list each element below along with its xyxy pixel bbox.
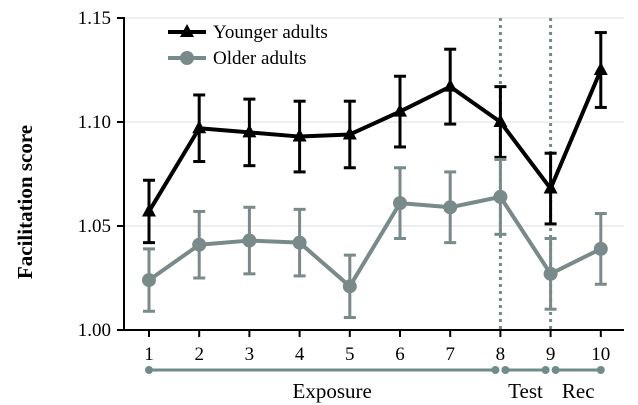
- data-point: [443, 200, 458, 215]
- series: [142, 31, 608, 320]
- data-point: [142, 273, 156, 288]
- series-line: [147, 194, 602, 289]
- axes: 1.00 1.05 1.10 1.15 1 2 3 4 5 6 7 8 9 10: [78, 8, 624, 365]
- data-point: [593, 241, 608, 256]
- x-tick-label: 7: [445, 344, 455, 365]
- data-point: [543, 266, 558, 281]
- x-tick-label: 4: [295, 344, 305, 365]
- data-point: [242, 124, 257, 138]
- data-point: [192, 237, 207, 252]
- phase-endpoint: [541, 366, 550, 374]
- phase-endpoint: [501, 366, 510, 374]
- y-tick-label: 1.15: [78, 8, 111, 29]
- phase-test: Test: [501, 366, 550, 403]
- phase-dividers: [498, 18, 553, 330]
- data-point: [192, 120, 207, 134]
- phase-annotations: Exposure Test Rec: [145, 366, 605, 403]
- y-tick-label: 1.10: [78, 112, 111, 133]
- phase-rec: Rec: [551, 366, 605, 403]
- phase-label: Test: [508, 379, 543, 403]
- x-tick-label: 8: [496, 344, 506, 365]
- data-point: [443, 78, 458, 92]
- phase-label: Exposure: [293, 379, 372, 403]
- x-tick-label: 10: [591, 344, 610, 365]
- y-tick-label: 1.05: [78, 216, 111, 237]
- data-point: [543, 180, 558, 194]
- phase-endpoint: [551, 366, 560, 374]
- legend-label: Younger adults: [213, 22, 328, 43]
- y-tick-label: 1.00: [78, 320, 111, 341]
- legend-marker: [180, 51, 194, 65]
- data-point: [593, 62, 608, 75]
- legend-item-older-adults: Older adults: [168, 48, 306, 69]
- data-point: [242, 233, 257, 248]
- data-point: [342, 279, 357, 294]
- phase-endpoint: [491, 366, 500, 374]
- x-tick-label: 6: [395, 344, 405, 365]
- data-point: [292, 128, 307, 142]
- phase-label: Rec: [562, 379, 595, 403]
- x-tick-label: 1: [144, 344, 154, 365]
- series-younger-adults: [142, 31, 608, 245]
- x-tick-label: 2: [194, 344, 204, 365]
- legend-item-younger-adults: Younger adults: [168, 22, 328, 43]
- x-tick-label: 5: [345, 344, 355, 365]
- x-tick-label: 9: [546, 344, 556, 365]
- data-point: [142, 203, 156, 217]
- legend: Younger adults Older adults: [168, 22, 328, 69]
- legend-label: Older adults: [213, 48, 306, 69]
- data-point: [393, 196, 407, 211]
- phase-endpoint: [596, 366, 605, 374]
- data-point: [393, 103, 407, 117]
- series-line: [147, 69, 603, 213]
- data-point: [493, 114, 508, 127]
- x-tick-label: 3: [245, 344, 255, 365]
- data-point: [342, 126, 357, 140]
- phase-exposure: Exposure: [145, 366, 500, 403]
- y-axis-label: Facilitation score: [13, 125, 37, 279]
- series-older-adults: [142, 157, 608, 320]
- legend-marker: [180, 24, 194, 37]
- phase-endpoint: [145, 366, 153, 374]
- data-point: [493, 189, 508, 204]
- data-point: [292, 235, 307, 250]
